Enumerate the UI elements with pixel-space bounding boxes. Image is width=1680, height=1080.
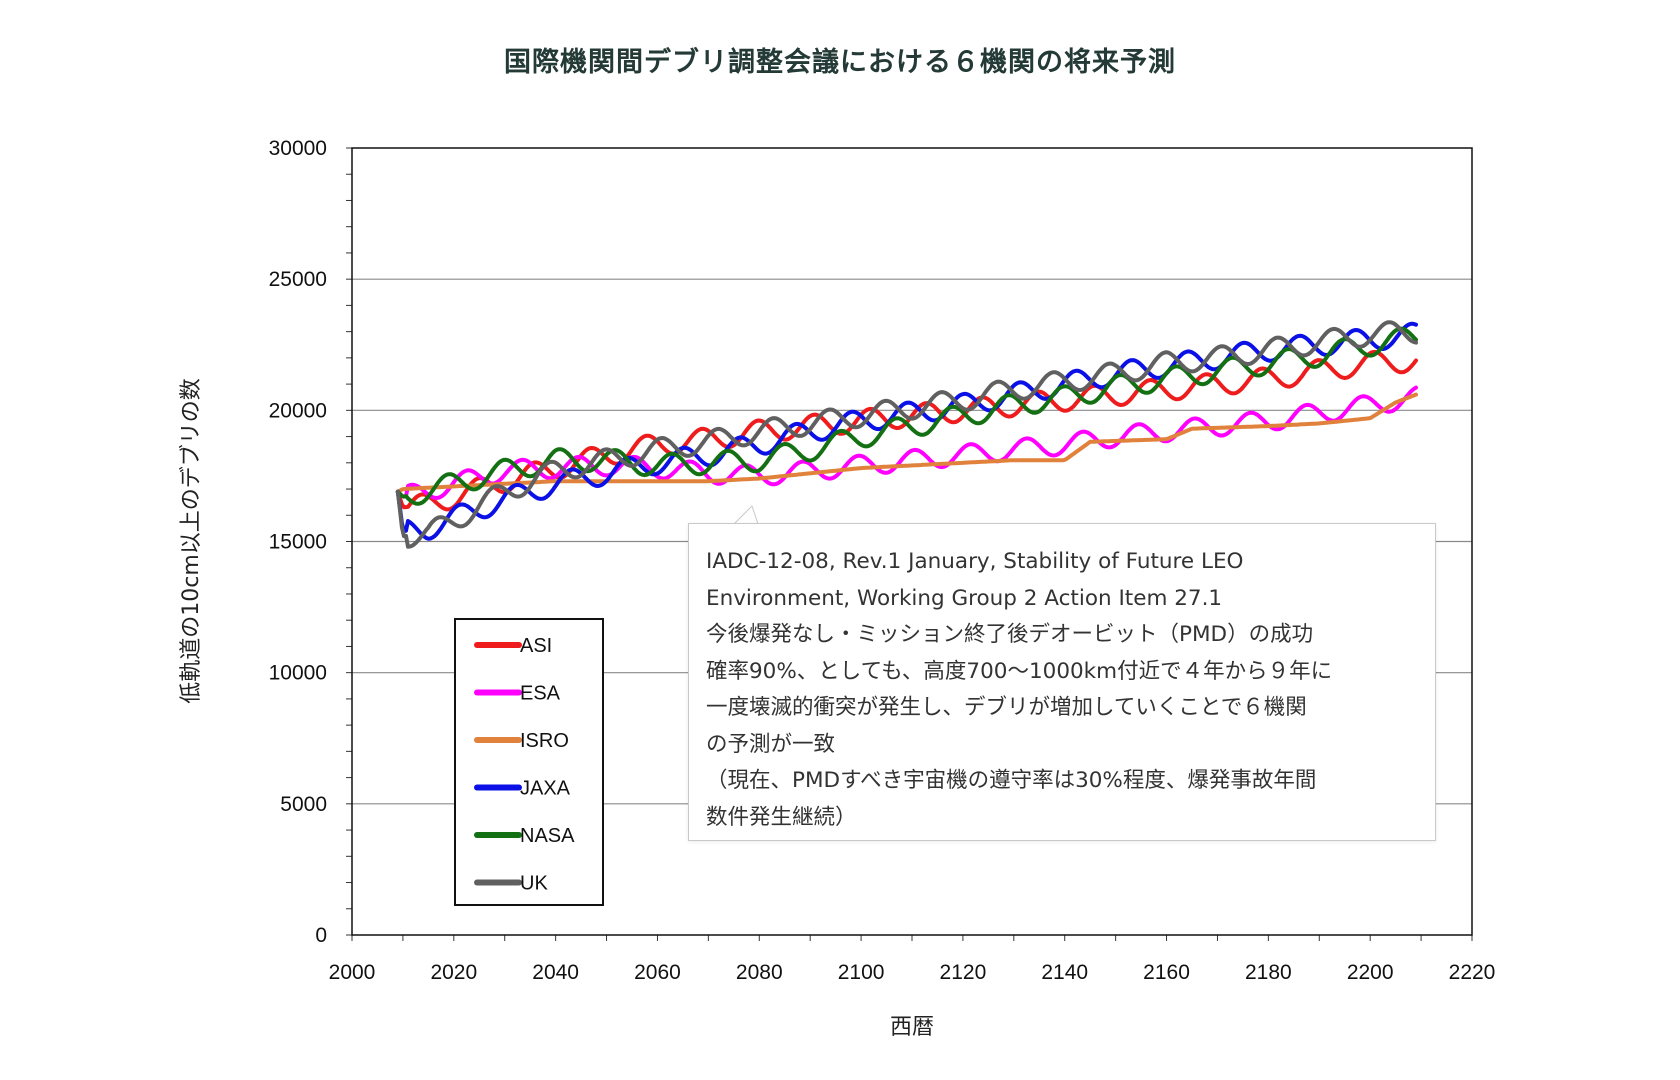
x-tick-label: 2220 [1449,961,1496,984]
x-tick-label: 2160 [1143,961,1190,984]
x-tick-label: 2180 [1245,961,1292,984]
x-axis-title: 西暦 [890,1015,934,1040]
legend-label: NASA [520,825,575,847]
plot-frame [351,147,1473,936]
legend-label: JAXA [520,778,571,800]
y-tick-label: 5000 [280,793,327,816]
series-line-esa [395,385,1418,500]
y-tick-label: 10000 [269,662,327,685]
x-tick-label: 2020 [430,961,477,984]
annotation-line: 数件発生継続） [706,804,857,830]
legend-label: UK [520,873,548,895]
legend-label: ESA [520,683,561,705]
x-tick-labels: 2000 2020 2040 2060 2080 2100 2120 2140 2160 2180… [329,961,1496,984]
x-tick-label: 2060 [634,961,681,984]
x-tick-label: 2040 [532,961,579,984]
x-tick-label: 2100 [838,961,885,984]
legend-label: ASI [520,635,552,657]
x-tick-label: 2080 [736,961,783,984]
annotation-line: IADC-12-08, Rev.1 January, Stability of … [706,549,1244,574]
x-tick-label: 2200 [1347,961,1394,984]
legend-label: ISRO [520,730,569,752]
chart-title: 国際機関間デブリ調整会議における６機関の将来予測 [504,47,1176,78]
annotation-line: 一度壊滅的衝突が発生し、デブリが増加していくことで６機関 [706,695,1307,720]
annotation-line: Environment, Working Group 2 Action Item… [706,585,1223,611]
y-tick-label: 25000 [269,268,327,291]
y-tick-label: 20000 [269,399,327,422]
legend: ASI ESA ISRO JAXA NASA UK [454,618,604,906]
x-tick-label: 2120 [940,961,987,984]
annotation-line: 今後爆発なし・ミッション終了後デオービット（PMD）の成功 [706,622,1314,647]
series-line-isro [395,392,1418,494]
y-tick-labels: 0 5000 10000 15000 20000 25000 30000 [269,137,327,947]
y-axis-title: 低軌道の10cm以上のデブリの数 [179,378,204,704]
annotation-line: （現在、PMDすべき宇宙機の遵守率は30%程度、爆発事故年間 [706,768,1317,793]
y-tick-label: 30000 [269,137,327,160]
legend-box [454,618,604,906]
annotation-line: 確率90%、としても、高度700～1000km付近で４年から９年に [706,658,1333,684]
x-tick-label: 2140 [1041,961,1088,984]
x-tick-label: 2000 [329,961,376,984]
series-line-uk [395,320,1418,549]
series-line-nasa [395,326,1418,506]
y-tick-label: 15000 [269,531,327,554]
annotation-box: IADC-12-08, Rev.1 January, Stability of … [688,523,1436,841]
y-tick-label: 0 [315,924,327,947]
series-line-jaxa [395,321,1418,541]
series-lines [395,320,1418,549]
annotation-line: の予測が一致 [706,731,836,757]
minor-ticks [346,147,1473,941]
